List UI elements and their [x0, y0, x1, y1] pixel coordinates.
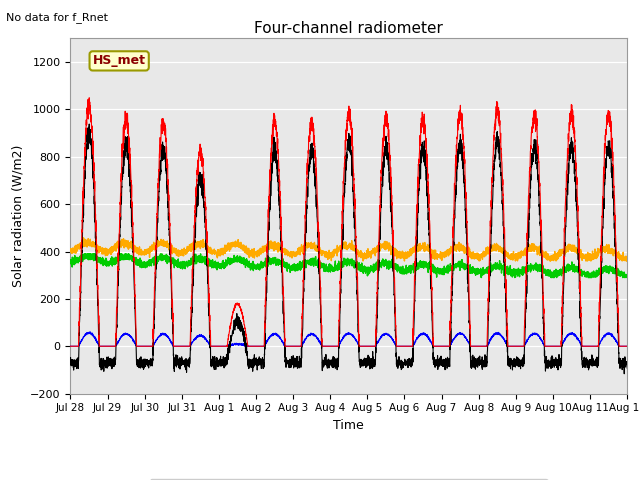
Rnet_4way [443, 357, 451, 362]
LW_out [443, 250, 451, 255]
Rnet_4way [328, 361, 336, 367]
SW_out [328, 343, 336, 349]
LW_in [474, 265, 481, 271]
LW_in [167, 257, 175, 263]
Title: Four-channel radiometer: Four-channel radiometer [254, 21, 444, 36]
SW_in [85, 95, 93, 101]
Rnet_4way [623, 360, 630, 365]
LW_out [80, 235, 88, 241]
LW_in [443, 269, 451, 275]
LW_in [328, 264, 336, 269]
Line: SW_in: SW_in [70, 98, 627, 346]
LW_out [67, 248, 74, 253]
LW_in [477, 275, 485, 280]
SW_out [167, 338, 175, 344]
Rnet_4way [67, 362, 74, 368]
SW_in [328, 343, 336, 349]
Line: SW_out: SW_out [70, 332, 627, 346]
Text: HS_met: HS_met [93, 54, 146, 67]
SW_in [474, 343, 481, 349]
SW_in [443, 343, 451, 349]
SW_in [506, 343, 513, 349]
Line: LW_in: LW_in [70, 254, 627, 277]
Rnet_4way [85, 121, 93, 127]
LW_in [623, 275, 631, 280]
SW_out [623, 343, 631, 349]
Line: Rnet_4way: Rnet_4way [70, 124, 627, 374]
SW_in [167, 251, 175, 256]
LW_out [167, 246, 175, 252]
LW_out [328, 249, 336, 255]
LW_out [474, 251, 482, 256]
SW_in [623, 343, 630, 349]
LW_out [359, 258, 367, 264]
SW_out [506, 343, 513, 349]
Rnet_4way [506, 357, 513, 362]
SW_in [623, 343, 631, 349]
X-axis label: Time: Time [333, 419, 364, 432]
SW_out [443, 343, 451, 349]
LW_in [81, 251, 88, 257]
SW_out [67, 343, 74, 349]
LW_in [623, 273, 630, 279]
SW_in [67, 343, 74, 349]
Rnet_4way [620, 371, 628, 377]
Legend: SW_in, SW_out, LW_in, LW_out, Rnet_4way: SW_in, SW_out, LW_in, LW_out, Rnet_4way [150, 479, 548, 480]
Rnet_4way [474, 364, 481, 370]
LW_in [67, 260, 74, 266]
LW_out [506, 253, 513, 259]
SW_out [474, 343, 481, 349]
LW_out [623, 255, 631, 261]
Line: LW_out: LW_out [70, 238, 627, 261]
Rnet_4way [167, 265, 175, 271]
Y-axis label: Solar radiation (W/m2): Solar radiation (W/m2) [12, 145, 24, 287]
LW_in [506, 269, 513, 275]
LW_out [623, 258, 630, 264]
Rnet_4way [623, 365, 631, 371]
SW_out [623, 343, 630, 349]
Text: No data for f_Rnet: No data for f_Rnet [6, 12, 108, 23]
SW_out [86, 329, 94, 335]
